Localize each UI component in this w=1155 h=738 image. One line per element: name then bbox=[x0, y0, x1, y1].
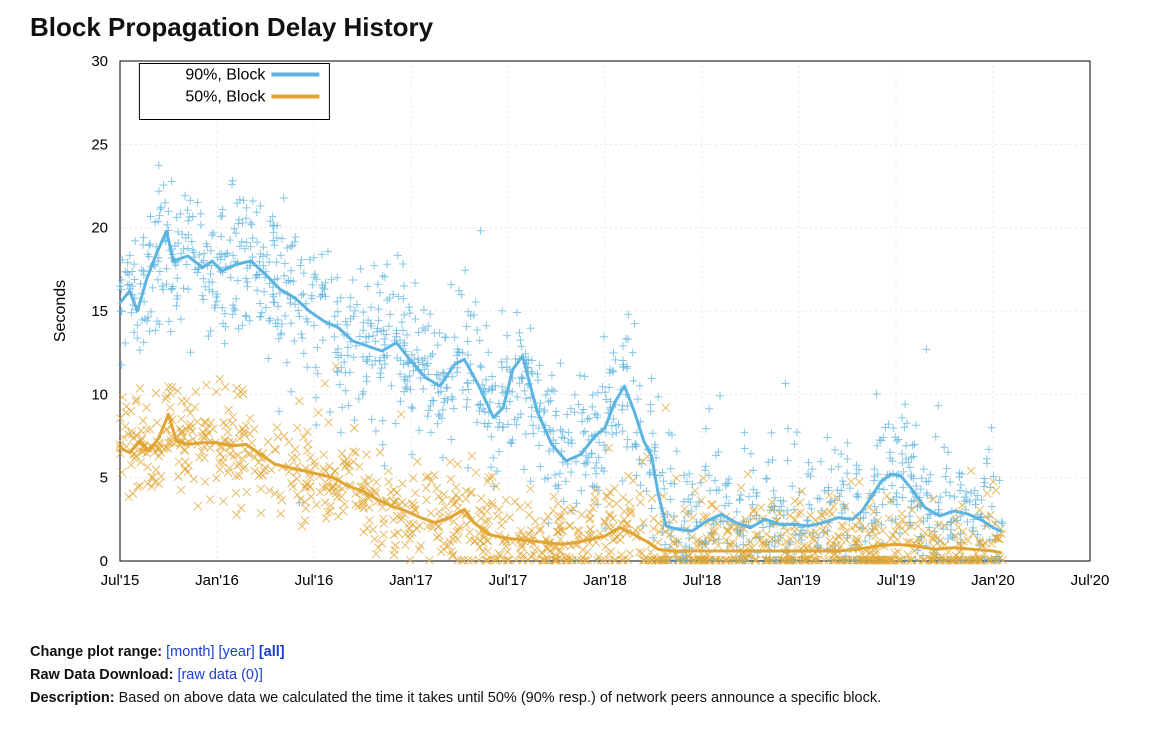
svg-text:5: 5 bbox=[100, 470, 108, 487]
raw-data-link[interactable]: [raw data (0)] bbox=[177, 667, 262, 683]
svg-text:90%, Block: 90%, Block bbox=[185, 67, 266, 84]
page-title: Block Propagation Delay History bbox=[30, 12, 1125, 43]
svg-text:20: 20 bbox=[91, 220, 108, 237]
svg-text:Jul'19: Jul'19 bbox=[877, 572, 916, 589]
svg-text:15: 15 bbox=[91, 303, 108, 320]
range-label: Change plot range: bbox=[30, 644, 166, 660]
range-month-link[interactable]: [month] bbox=[166, 644, 214, 660]
download-label: Raw Data Download: bbox=[30, 667, 177, 683]
description-label: Description: bbox=[30, 690, 119, 706]
svg-text:Jan'18: Jan'18 bbox=[583, 572, 627, 589]
svg-text:10: 10 bbox=[91, 386, 108, 403]
svg-text:Jul'15: Jul'15 bbox=[101, 572, 140, 589]
svg-text:Jan'20: Jan'20 bbox=[971, 572, 1015, 589]
range-all-selected[interactable]: [all] bbox=[259, 644, 285, 660]
svg-text:25: 25 bbox=[91, 136, 108, 153]
svg-text:0: 0 bbox=[100, 553, 108, 570]
description-text: Based on above data we calculated the ti… bbox=[119, 690, 882, 706]
footer: Change plot range: [month] [year] [all] … bbox=[30, 641, 1125, 711]
svg-text:Jul'20: Jul'20 bbox=[1071, 572, 1110, 589]
chart: 0 5 10 15 20 25 30 Seconds Jul'15 Jan'16 Jul'16 Jan… bbox=[30, 51, 1110, 611]
svg-text:Jan'17: Jan'17 bbox=[389, 572, 433, 589]
svg-text:Jul'18: Jul'18 bbox=[683, 572, 722, 589]
svg-text:Jul'17: Jul'17 bbox=[489, 572, 528, 589]
range-year-link[interactable]: [year] bbox=[219, 644, 255, 660]
svg-text:Jan'19: Jan'19 bbox=[777, 572, 821, 589]
svg-text:50%, Block: 50%, Block bbox=[185, 89, 266, 106]
svg-text:30: 30 bbox=[91, 53, 108, 70]
svg-text:Jan'16: Jan'16 bbox=[195, 572, 239, 589]
svg-text:Jul'16: Jul'16 bbox=[295, 572, 334, 589]
svg-text:Seconds: Seconds bbox=[52, 280, 69, 342]
